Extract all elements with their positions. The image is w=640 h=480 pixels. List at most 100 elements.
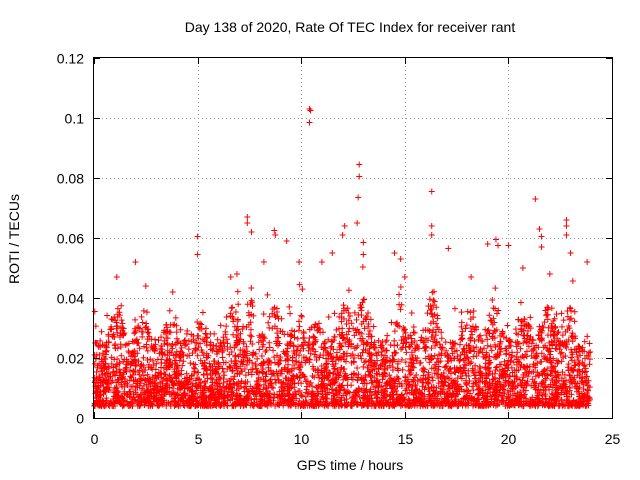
data-point [445,358,452,365]
data-point [285,391,292,398]
data-point [366,327,373,334]
data-point [513,343,520,350]
data-point [554,330,561,337]
data-point [139,333,146,340]
data-point [228,358,235,365]
data-point [568,367,575,374]
data-point [172,314,179,321]
data-point [519,265,526,271]
data-point [166,307,173,314]
data-point [505,378,512,385]
data-point [289,354,296,361]
data-point [518,318,525,325]
data-point [482,398,489,405]
data-point [373,370,380,377]
data-point [200,352,207,359]
data-point [231,373,238,380]
data-point [391,356,398,363]
data-point [465,388,472,395]
data-point [407,356,414,363]
data-point [348,359,355,366]
data-point [584,333,591,340]
data-point [271,359,278,366]
data-point [523,320,530,327]
data-point [484,328,491,335]
data-point [465,396,472,403]
data-point [454,353,461,360]
data-point [241,397,248,404]
data-point [425,391,432,398]
data-point [465,367,472,374]
data-point [346,336,353,343]
data-point [451,377,458,384]
data-point [485,357,492,364]
y-tick-label: 0 [76,411,84,427]
data-point [569,277,576,284]
data-point [339,382,346,389]
data-point [361,377,368,384]
data-point [538,233,545,240]
data-point [465,358,472,365]
data-point [378,344,385,351]
data-point [426,296,433,303]
data-point [470,395,477,402]
data-point [470,353,477,360]
data-point [391,386,398,393]
data-point [458,309,465,316]
data-point [576,384,583,391]
data-point [166,372,173,379]
data-point [268,371,275,378]
data-point [513,367,520,374]
data-point [329,380,336,387]
data-point [118,317,125,324]
data-point [435,375,442,382]
data-point [517,381,524,388]
data-point [262,378,269,385]
data-point [201,383,208,390]
data-point [109,316,116,323]
data-point [509,400,516,407]
data-point [91,374,98,381]
data-point [210,342,217,349]
data-point [169,377,176,384]
data-point [188,387,195,394]
data-point [401,274,408,280]
data-point [169,289,176,295]
data-point [554,393,561,400]
data-point [256,369,263,376]
data-point [143,320,150,327]
data-point [311,402,318,409]
data-point [98,402,105,409]
data-point [183,399,190,406]
data-point [362,372,369,379]
data-point [228,349,235,356]
data-point [424,402,431,409]
data-point [284,356,291,363]
data-point [316,374,323,381]
data-point [147,390,154,397]
data-point [105,339,112,346]
data-point [495,242,502,249]
data-point [136,325,143,332]
data-point [425,397,432,404]
data-point [216,374,223,381]
data-point [566,304,573,311]
data-point [477,365,484,372]
data-point [200,371,207,378]
data-point [332,376,339,383]
data-point [557,350,564,357]
data-point [161,385,168,392]
data-point [230,380,237,387]
data-point [184,386,191,393]
data-point [293,373,300,380]
data-point [565,360,572,367]
data-point [532,196,539,202]
data-point [540,324,547,331]
data-point [95,380,102,387]
data-point [364,364,371,371]
data-point [385,402,392,409]
data-point [322,338,329,345]
data-point [250,349,257,356]
data-point [128,374,135,381]
data-point [335,325,342,332]
